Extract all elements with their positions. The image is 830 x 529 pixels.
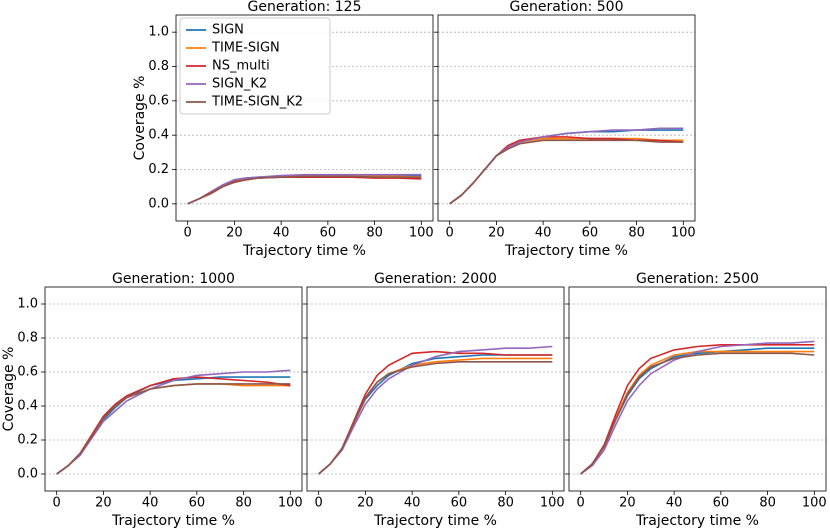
chart-title: Generation: 125	[248, 0, 362, 15]
series-line	[187, 176, 422, 205]
series-line	[318, 345, 553, 475]
chart-title: Generation: 500	[510, 0, 624, 15]
x-axis-label: Trajectory time %	[373, 513, 497, 529]
legend-box	[179, 17, 331, 115]
x-tick-label: 0	[446, 226, 454, 241]
y-tick-label: 0.8	[17, 331, 38, 346]
series-line	[187, 173, 422, 205]
x-axis-label: Trajectory time %	[242, 243, 366, 259]
series-line	[318, 361, 553, 475]
legend-label: NS_multi	[212, 59, 270, 74]
chart-title: Generation: 1000	[112, 271, 235, 287]
y-tick-label: 1.0	[148, 25, 169, 40]
axes-frame	[568, 286, 827, 492]
series-line	[318, 354, 553, 475]
x-tick-label: 20	[357, 496, 374, 511]
x-tick-label: 60	[189, 496, 206, 511]
series-line	[318, 357, 553, 475]
axes-frame	[44, 286, 303, 492]
legend-label: TIME-SIGN_K2	[211, 95, 303, 110]
x-tick-label: 40	[142, 496, 159, 511]
chart-title: Generation: 2500	[636, 271, 759, 287]
x-axis-label: Trajectory time %	[504, 243, 628, 259]
legend-label: TIME-SIGN	[211, 41, 280, 56]
series-line	[56, 376, 291, 475]
legend-label: SIGN	[212, 23, 244, 38]
x-tick-label: 100	[278, 496, 303, 511]
y-tick-label: 0.2	[148, 162, 169, 177]
x-tick-label: 40	[666, 496, 683, 511]
axes-frame	[306, 286, 565, 492]
y-axis-label: Coverage %	[132, 76, 148, 161]
series-line	[56, 383, 291, 475]
y-tick-label: 0.8	[148, 59, 169, 74]
legend: SIGN TIME-SIGN NS_multi SIGN_K2 TIME-SIGN_K2	[179, 17, 331, 115]
series-line	[56, 383, 291, 475]
y-tick-label: 0.4	[17, 399, 38, 414]
series-line	[449, 139, 684, 205]
x-tick-label: 100	[802, 496, 827, 511]
series-line	[187, 174, 422, 205]
x-tick-label: 0	[315, 496, 323, 511]
series-line	[56, 376, 291, 475]
x-tick-label: 0	[577, 496, 585, 511]
legend-label: SIGN_K2	[212, 77, 267, 92]
x-tick-label: 80	[366, 226, 383, 241]
x-tick-label: 0	[53, 496, 61, 511]
x-tick-label: 40	[535, 226, 552, 241]
axes-frame	[437, 14, 696, 222]
x-axis-label: Trajectory time %	[111, 513, 235, 529]
series-line	[449, 137, 684, 205]
x-tick-label: 80	[497, 496, 514, 511]
series-line	[187, 175, 422, 205]
x-tick-label: 80	[759, 496, 776, 511]
chart-title: Generation: 2000	[374, 271, 497, 287]
y-tick-label: 0.0	[148, 196, 169, 211]
x-tick-label: 80	[628, 226, 645, 241]
series-line	[187, 175, 422, 205]
x-tick-label: 60	[451, 496, 468, 511]
axes-frame	[175, 14, 434, 222]
y-tick-label: 0.0	[17, 467, 38, 482]
x-axis-label: Trajectory time %	[635, 513, 759, 529]
x-tick-label: 40	[273, 226, 290, 241]
x-tick-label: 20	[488, 226, 505, 241]
series-line	[580, 352, 815, 475]
y-tick-label: 0.4	[148, 128, 169, 143]
y-tick-label: 1.0	[17, 297, 38, 312]
y-tick-label: 0.2	[17, 433, 38, 448]
y-tick-label: 0.6	[17, 365, 38, 380]
x-tick-label: 100	[409, 226, 434, 241]
series-line	[580, 340, 815, 475]
x-tick-label: 100	[540, 496, 565, 511]
x-tick-label: 100	[671, 226, 696, 241]
x-tick-label: 60	[320, 226, 337, 241]
x-tick-label: 80	[235, 496, 252, 511]
x-tick-label: 20	[619, 496, 636, 511]
series-line	[56, 369, 291, 475]
y-tick-label: 0.6	[148, 93, 169, 108]
x-tick-label: 40	[404, 496, 421, 511]
x-tick-label: 20	[226, 226, 243, 241]
x-tick-label: 60	[713, 496, 730, 511]
series-line	[580, 347, 815, 475]
series-line	[580, 344, 815, 475]
x-tick-label: 60	[582, 226, 599, 241]
x-tick-label: 20	[95, 496, 112, 511]
x-tick-label: 0	[184, 226, 192, 241]
y-axis-label: Coverage %	[1, 347, 17, 432]
series-line	[318, 350, 553, 475]
